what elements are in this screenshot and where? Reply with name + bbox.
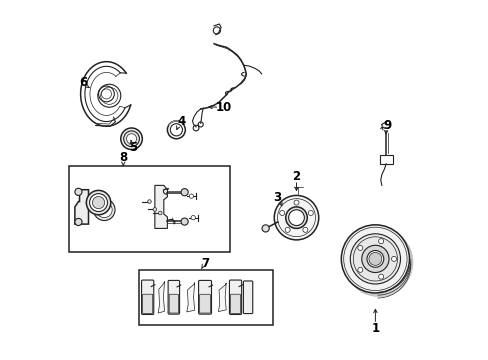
Circle shape [89, 194, 107, 212]
FancyBboxPatch shape [142, 294, 152, 314]
Circle shape [121, 128, 142, 149]
Circle shape [357, 246, 362, 251]
Circle shape [93, 199, 115, 221]
Text: 9: 9 [383, 119, 391, 132]
Text: 4: 4 [177, 116, 185, 129]
Circle shape [285, 207, 306, 228]
FancyBboxPatch shape [199, 294, 210, 313]
FancyBboxPatch shape [243, 281, 252, 314]
Text: 7: 7 [201, 257, 209, 270]
Circle shape [75, 188, 82, 195]
Circle shape [341, 225, 408, 293]
Text: 5: 5 [129, 140, 137, 153]
Circle shape [158, 211, 162, 215]
Circle shape [96, 202, 112, 218]
Bar [380, 155, 392, 164]
Circle shape [349, 234, 400, 284]
FancyBboxPatch shape [229, 280, 241, 315]
Text: 1: 1 [370, 322, 379, 335]
Polygon shape [158, 282, 164, 313]
FancyBboxPatch shape [169, 294, 178, 313]
Circle shape [368, 252, 381, 265]
Text: 6: 6 [79, 76, 87, 89]
Circle shape [123, 131, 139, 147]
Polygon shape [218, 283, 226, 312]
Bar [69, 166, 230, 252]
Circle shape [307, 211, 313, 216]
Polygon shape [186, 283, 194, 312]
Polygon shape [75, 190, 88, 224]
FancyBboxPatch shape [142, 280, 153, 315]
Circle shape [191, 216, 195, 220]
FancyBboxPatch shape [168, 280, 179, 314]
Circle shape [92, 197, 104, 209]
Text: 8: 8 [119, 151, 127, 164]
Circle shape [181, 218, 188, 225]
Circle shape [378, 274, 383, 279]
FancyBboxPatch shape [198, 280, 211, 314]
FancyBboxPatch shape [230, 294, 240, 314]
Text: 10: 10 [215, 101, 231, 114]
Circle shape [262, 225, 269, 232]
Circle shape [153, 208, 156, 211]
Circle shape [126, 134, 136, 144]
Circle shape [378, 239, 383, 244]
Circle shape [361, 245, 388, 273]
Circle shape [293, 200, 298, 205]
Circle shape [302, 227, 307, 232]
Bar [139, 270, 273, 325]
Circle shape [181, 189, 188, 196]
Text: 3: 3 [272, 192, 280, 204]
Text: 2: 2 [292, 170, 300, 183]
Circle shape [288, 210, 304, 226]
Circle shape [274, 195, 318, 240]
Circle shape [189, 194, 193, 198]
Circle shape [75, 219, 82, 226]
Circle shape [357, 267, 362, 273]
Circle shape [147, 200, 151, 203]
Circle shape [391, 256, 396, 261]
Circle shape [366, 251, 383, 267]
Circle shape [285, 227, 289, 232]
Circle shape [279, 211, 284, 216]
Polygon shape [155, 185, 167, 228]
Circle shape [86, 190, 110, 215]
